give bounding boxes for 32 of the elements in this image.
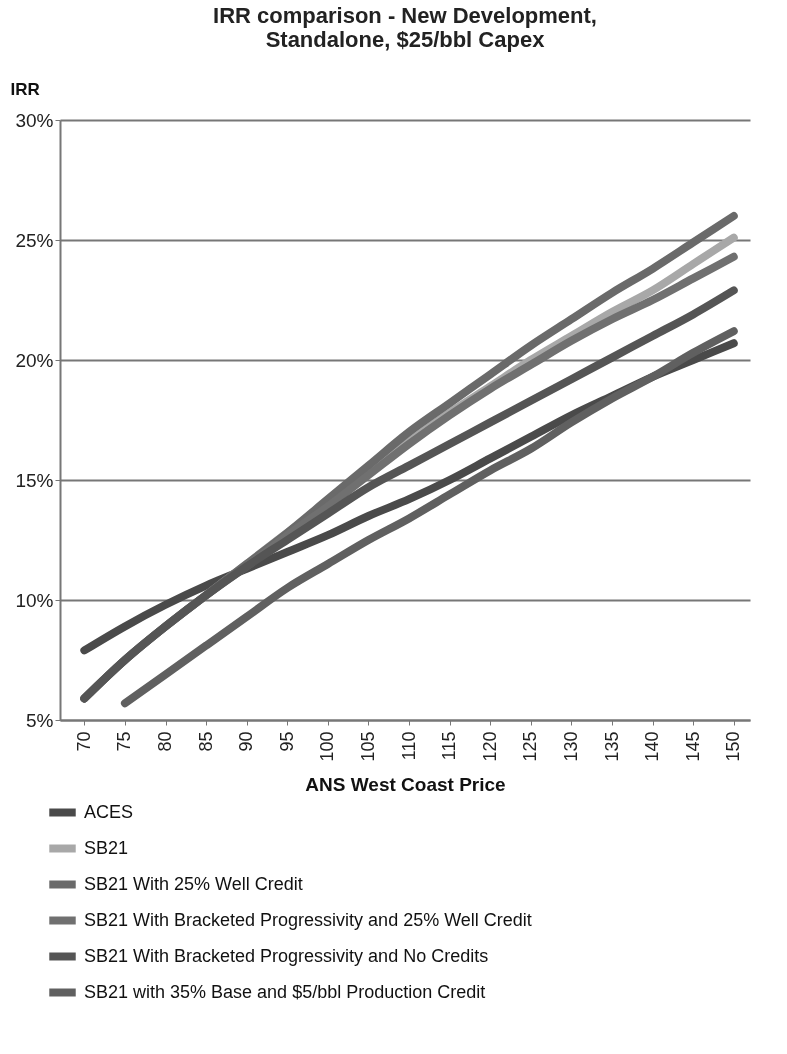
chart-title: IRR comparison - New Development, Standalone, $25/bbl Capex [213, 3, 597, 52]
x-tick-label: 115 [439, 731, 460, 761]
legend-label: SB21 With Bracketed Progressivity and 25% Well Credit [84, 909, 532, 930]
y-tick-label: 15% [15, 469, 54, 491]
y-axis-title: IRR [10, 79, 40, 99]
x-tick-label: 145 [682, 731, 703, 762]
x-tick-label: 85 [195, 731, 216, 752]
x-tick-label: 150 [723, 731, 744, 762]
x-axis-title: ANS West Coast Price [305, 773, 506, 795]
legend-label: SB21 with 35% Base and $5/bbl Production Credit [84, 981, 486, 1002]
y-tick-label: 30% [15, 109, 54, 131]
x-tick-label: 125 [520, 731, 541, 762]
y-tick-label: 5% [26, 709, 54, 731]
x-tick-label: 120 [479, 731, 500, 762]
x-tick-label: 95 [276, 731, 297, 752]
x-tick-label: 135 [601, 731, 622, 762]
x-tick-label: 75 [114, 731, 135, 752]
legend-label: ACES [84, 801, 134, 822]
x-tick-label: 110 [398, 731, 419, 761]
x-tick-label: 140 [642, 731, 663, 762]
x-tick-label: 80 [155, 731, 176, 752]
y-tick-label: 20% [15, 349, 54, 371]
legend-label: SB21 [84, 837, 129, 858]
x-tick-label: 70 [73, 731, 94, 752]
legend-label: SB21 With 25% Well Credit [84, 873, 303, 894]
x-tick-label: 100 [317, 731, 338, 762]
x-tick-label: 105 [357, 731, 378, 762]
x-tick-label: 90 [236, 731, 257, 752]
x-tick-label: 130 [560, 731, 581, 762]
y-tick-label: 10% [15, 589, 54, 611]
legend-label: SB21 With Bracketed Progressivity and No Credits [84, 945, 489, 966]
y-tick-label: 25% [15, 229, 54, 251]
